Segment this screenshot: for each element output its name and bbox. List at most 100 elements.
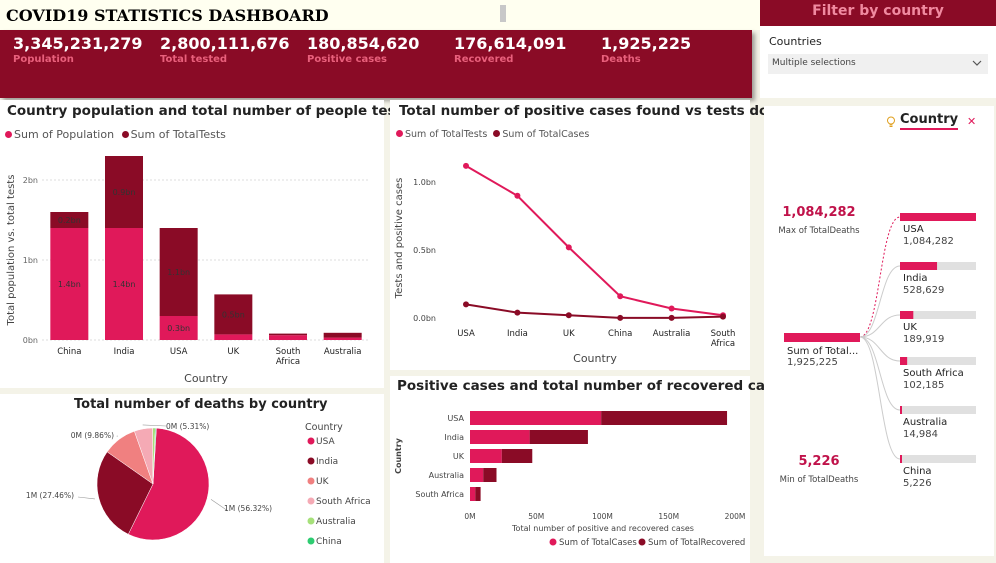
legend-label: Sum of TotalCases	[559, 538, 637, 548]
bar-population	[323, 337, 362, 340]
data-point	[720, 313, 726, 320]
data-label: 0.5bn	[222, 310, 245, 319]
node-bar-bg	[900, 262, 976, 270]
kpi-total-tested: 2,800,111,676 Total tested	[160, 34, 290, 65]
filter-label: Countries	[769, 35, 822, 48]
title-bar	[0, 0, 760, 30]
legend-dot	[307, 477, 315, 485]
decomposition-tree: 1,084,282 Max of TotalDeaths 5,226 Min of T…	[778, 205, 976, 489]
leader-line	[210, 499, 229, 512]
data-label: 0.2bn	[58, 216, 81, 225]
countries-dropdown[interactable]: Multiple selections	[768, 54, 988, 74]
legend-dot	[307, 517, 315, 525]
node-bar-bg	[900, 406, 976, 414]
x-tick-label: 0M	[464, 512, 475, 521]
x-tick-label: South	[711, 329, 736, 339]
node-value: 528,629	[903, 285, 944, 296]
x-tick-label: USA	[170, 347, 188, 357]
slice-label: 0M (5.31%)	[166, 422, 209, 431]
filter-panel: Countries Multiple selections	[760, 26, 996, 98]
data-label: 1.4bn	[58, 280, 81, 289]
data-point	[668, 305, 675, 312]
tree-connector	[859, 265, 901, 338]
min-value: 5,226	[798, 454, 839, 469]
node-bar	[900, 213, 976, 221]
legend-dot	[493, 130, 501, 137]
x-axis-title: Country	[184, 372, 228, 385]
y-axis-title: Total population vs. total tests	[6, 175, 17, 327]
y-tick-label: 0.5bn	[413, 246, 436, 255]
node-bar	[900, 357, 908, 365]
bar-population	[214, 334, 253, 340]
y-tick-label: 1.0bn	[413, 178, 436, 187]
x-tick-label: 150M	[658, 512, 679, 521]
x-tick-label: UK	[227, 347, 239, 357]
node-label: South Africa	[903, 368, 964, 379]
bar-cases	[470, 430, 530, 444]
y-tick-label: Australia	[429, 471, 464, 480]
legend-label: South Africa	[316, 497, 371, 507]
y-tick-label: South Africa	[415, 490, 464, 499]
x-tick-label: South	[276, 347, 301, 357]
bar-recovered	[601, 411, 728, 425]
data-label: 1.4bn	[113, 280, 136, 289]
kpi-deaths: 1,925,225 Deaths	[601, 34, 691, 65]
y-tick-label: USA	[447, 414, 464, 423]
leader-line	[142, 424, 167, 427]
x-tick-label: India	[507, 329, 528, 339]
series-line	[465, 303, 724, 319]
horizontal-bar-chart: USA India UK Australia South Africa 0M 50M 100M…	[394, 411, 745, 548]
pie-slice	[152, 427, 157, 485]
node-value: 5,226	[903, 478, 932, 489]
bar-recovered	[483, 468, 497, 482]
kpi-value: 176,614,091	[454, 34, 567, 53]
lightbulb-icon[interactable]	[886, 116, 896, 128]
y-tick-label: India	[444, 433, 464, 442]
x-tick-label: 100M	[592, 512, 613, 521]
data-label: 1.1bn	[167, 268, 190, 277]
kpi-recovered: 176,614,091 Recovered	[454, 34, 566, 65]
dropdown-value: Multiple selections	[772, 58, 856, 68]
population-tests-panel: Country population and total number of p…	[0, 100, 421, 388]
tree-column-header[interactable]: Country	[900, 112, 959, 130]
bar-population	[159, 316, 198, 340]
node-bar-bg	[900, 357, 976, 365]
bar-tests	[323, 332, 362, 338]
decomposition-tree-panel: Country ✕ 1,084,282 Max of TotalDeaths 5,2…	[764, 106, 994, 556]
kpi-value: 180,854,620	[307, 34, 420, 53]
legend-label: Australia	[316, 517, 356, 527]
tree-connector	[859, 336, 901, 411]
kpi-label: Deaths	[601, 54, 641, 65]
node-bar-bg	[900, 311, 976, 319]
legend-label: Sum of TotalCases	[502, 129, 590, 140]
chart-title: Total number of deaths by country	[74, 397, 328, 412]
chart-legend: Sum of TotalTests Sum of TotalCases	[396, 129, 589, 140]
data-point	[565, 244, 572, 251]
x-tick-label: 50M	[528, 512, 544, 521]
x-tick-label: Australia	[653, 329, 691, 339]
line-chart: 0.0bn 0.5bn 1.0bn USA India UK China Australia S…	[394, 162, 736, 365]
root-label: Sum of Total...	[787, 346, 858, 357]
x-tick-label: China	[57, 347, 81, 357]
slice-label: 1M (27.46%)	[26, 491, 74, 500]
kpi-bar: 3,345,231,279 Population 2,800,111,676 T…	[0, 30, 752, 98]
bar-cases	[470, 487, 476, 501]
legend-dot	[121, 131, 129, 138]
y-tick-label: 0bn	[23, 336, 38, 345]
bar-recovered	[501, 449, 533, 463]
bar-tests	[214, 294, 253, 335]
node-label: USA	[903, 224, 924, 235]
kpi-population: 3,345,231,279 Population	[13, 34, 143, 65]
bar-cases	[470, 411, 602, 425]
scroll-handle[interactable]	[500, 5, 506, 22]
bar-recovered	[529, 430, 588, 444]
kpi-label: Population	[13, 54, 74, 65]
bar-population	[50, 228, 89, 340]
kpi-label: Recovered	[454, 54, 514, 65]
chart-title: Positive cases and total number of recov…	[397, 378, 791, 394]
chart-title: Total number of positive cases found vs …	[399, 103, 788, 119]
x-axis-title: Total number of positive and recovered c…	[511, 524, 694, 533]
close-icon[interactable]: ✕	[967, 115, 977, 128]
node-label: UK	[903, 322, 917, 333]
legend-dot	[307, 457, 315, 465]
